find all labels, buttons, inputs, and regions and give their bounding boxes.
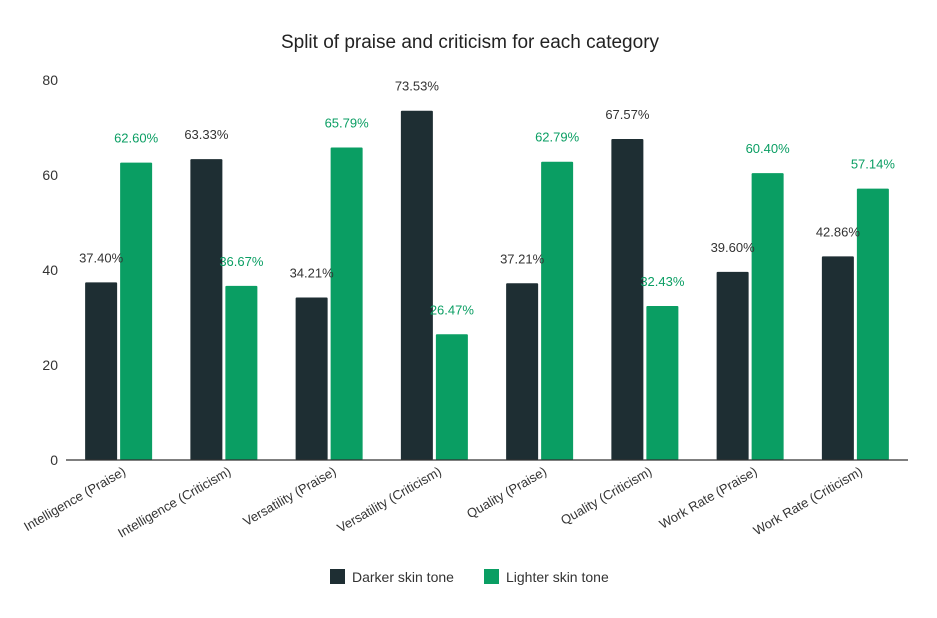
data-label: 60.40% bbox=[746, 141, 791, 156]
x-tick-label: Work Rate (Praise) bbox=[657, 464, 760, 532]
x-tick-label: Intelligence (Criticism) bbox=[115, 464, 233, 541]
data-label: 37.40% bbox=[79, 250, 124, 265]
x-tick-label: Intelligence (Praise) bbox=[21, 464, 128, 534]
data-label: 57.14% bbox=[851, 157, 896, 172]
chart-title: Split of praise and criticism for each c… bbox=[281, 32, 660, 53]
bar-lighter-skin-tone bbox=[646, 305, 679, 460]
data-label: 42.86% bbox=[816, 224, 861, 239]
x-tick-label: Work Rate (Criticism) bbox=[751, 464, 865, 539]
data-label: 26.47% bbox=[430, 302, 475, 317]
legend-label: Lighter skin tone bbox=[506, 569, 609, 585]
bar-darker-skin-tone bbox=[400, 110, 433, 461]
data-label: 63.33% bbox=[184, 127, 229, 142]
bar-lighter-skin-tone bbox=[435, 334, 468, 460]
y-axis: 0 20 40 60 80 bbox=[42, 72, 58, 468]
legend-swatch bbox=[484, 569, 499, 584]
data-label: 65.79% bbox=[325, 115, 370, 130]
x-tick-label: Quality (Praise) bbox=[464, 464, 549, 522]
data-label: 62.79% bbox=[535, 130, 580, 145]
bar-darker-skin-tone bbox=[85, 282, 118, 460]
y-tick-label: 0 bbox=[50, 452, 58, 468]
bar-lighter-skin-tone bbox=[751, 173, 784, 460]
data-label: 73.53% bbox=[395, 79, 440, 94]
y-tick-label: 40 bbox=[42, 262, 58, 278]
bar-darker-skin-tone bbox=[190, 159, 223, 460]
data-labels: 37.40% 62.60% 63.33% 36.67% 34.21% 65.79% 73.5… bbox=[79, 79, 895, 318]
bar-darker-skin-tone bbox=[716, 271, 749, 460]
bar-darker-skin-tone bbox=[295, 297, 328, 460]
y-tick-label: 80 bbox=[42, 72, 58, 88]
data-label: 36.67% bbox=[219, 254, 264, 269]
bars bbox=[85, 110, 889, 461]
legend-swatch bbox=[330, 569, 345, 584]
bar-darker-skin-tone bbox=[506, 283, 539, 460]
y-tick-label: 20 bbox=[42, 357, 58, 373]
data-label: 32.43% bbox=[640, 274, 685, 289]
x-tick-label: Versatility (Praise) bbox=[240, 464, 338, 529]
data-label: 39.60% bbox=[711, 240, 756, 255]
bar-lighter-skin-tone bbox=[225, 285, 258, 460]
x-axis: Intelligence (Praise)Intelligence (Criti… bbox=[21, 464, 865, 541]
x-tick-label: Quality (Criticism) bbox=[558, 464, 654, 528]
bar-lighter-skin-tone bbox=[541, 161, 574, 460]
bar-lighter-skin-tone bbox=[856, 188, 889, 460]
data-label: 67.57% bbox=[605, 107, 650, 122]
bar-darker-skin-tone bbox=[611, 139, 644, 461]
data-label: 62.60% bbox=[114, 131, 159, 146]
legend: Darker skin tone Lighter skin tone bbox=[330, 569, 609, 585]
y-tick-label: 60 bbox=[42, 167, 58, 183]
data-label: 34.21% bbox=[290, 266, 335, 281]
bar-lighter-skin-tone bbox=[330, 147, 363, 460]
data-label: 37.21% bbox=[500, 251, 545, 266]
bar-darker-skin-tone bbox=[821, 256, 854, 460]
bar-lighter-skin-tone bbox=[120, 162, 153, 460]
x-tick-label: Versatility (Criticism) bbox=[334, 464, 443, 536]
legend-label: Darker skin tone bbox=[352, 569, 454, 585]
